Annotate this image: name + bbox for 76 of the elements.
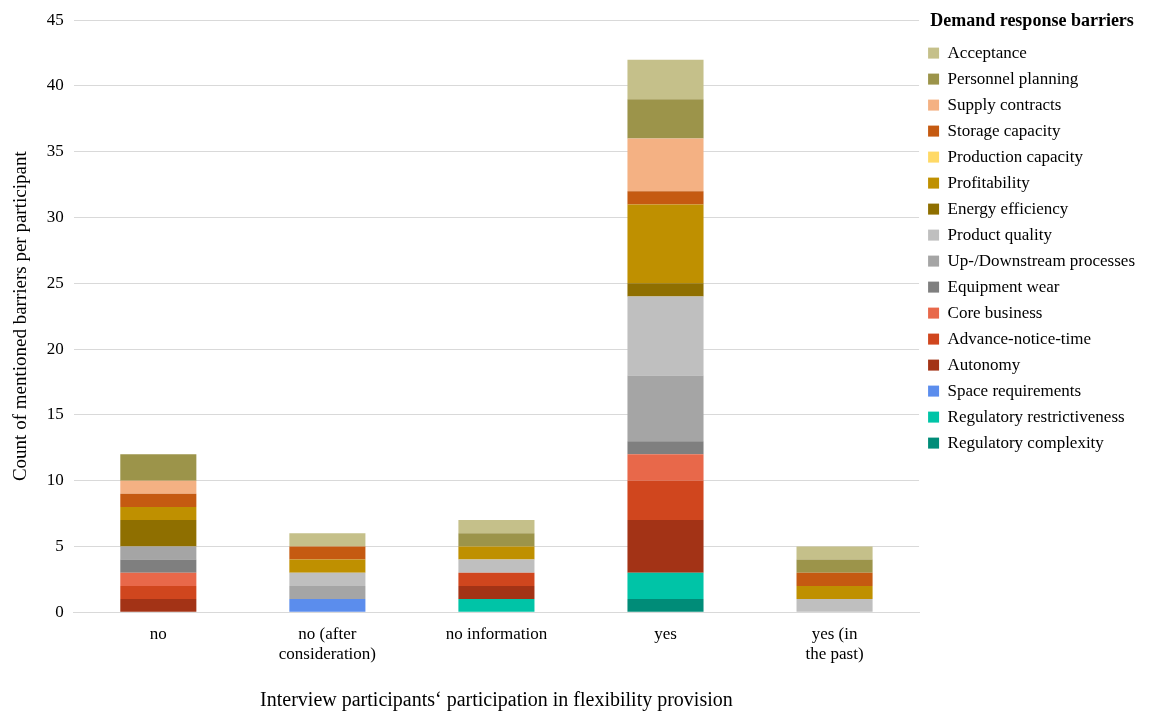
y-tick-label: 20 (46, 338, 64, 358)
bar (289, 572, 366, 586)
bar (627, 191, 704, 205)
y-tick-label: 35 (46, 141, 64, 161)
bar (289, 546, 366, 560)
legend-label: Acceptance (947, 42, 1027, 62)
legend-label: Supply contracts (947, 94, 1062, 114)
legend-label: Equipment wear (947, 276, 1060, 296)
legend-label: Regulatory restrictiveness (947, 406, 1125, 426)
bar (120, 599, 197, 612)
bar (120, 546, 197, 560)
bar (120, 493, 197, 507)
bar (796, 585, 873, 600)
bar (120, 520, 197, 547)
x-tick-label: yes (in the past) (805, 623, 864, 664)
bar (458, 533, 535, 547)
legend-label: Storage capacity (947, 120, 1061, 140)
bar (627, 99, 704, 139)
bar (796, 599, 873, 612)
x-tick-label: no information (445, 623, 548, 643)
bar (289, 585, 366, 600)
x-axis-title: Interview participants‘ participation in flexibility provision (260, 688, 733, 712)
bar (458, 559, 535, 573)
bar (627, 599, 704, 612)
x-tick-label: no (after consideration) (278, 623, 377, 664)
legend-label: Core business (947, 302, 1043, 322)
legend-label: Autonomy (947, 354, 1021, 374)
y-axis-title: Count of mentioned barriers per participant (9, 150, 31, 482)
bar (458, 585, 535, 600)
legend-label: Production capacity (947, 146, 1084, 166)
y-tick-label: 25 (46, 272, 64, 292)
bar (627, 480, 704, 521)
bar (627, 454, 704, 481)
bar (120, 454, 197, 481)
y-tick-label: 45 (46, 9, 64, 29)
x-tick-label: no (149, 623, 167, 643)
bar (627, 572, 704, 600)
bar (120, 480, 197, 494)
bar (796, 559, 873, 573)
bar (627, 520, 704, 573)
legend-label: Product quality (947, 224, 1053, 244)
bar (458, 572, 535, 586)
legend-title: Demand response barriers (930, 9, 1134, 30)
bar (458, 546, 535, 560)
legend-label: Advance-notice-time (947, 328, 1092, 348)
bar (120, 506, 197, 521)
bar (120, 559, 197, 573)
legend-label: Regulatory complexity (947, 432, 1105, 452)
y-tick-label: 5 (55, 535, 64, 555)
legend-label: Personnel planning (947, 68, 1079, 88)
y-tick-label: 15 (46, 404, 64, 424)
legend-label: Energy efficiency (947, 198, 1069, 218)
legend-label: Space requirements (947, 380, 1082, 400)
y-tick-label: 10 (46, 470, 64, 490)
bar (627, 204, 704, 284)
bar (627, 296, 704, 376)
bar (627, 138, 704, 192)
x-tick-label: yes (654, 623, 677, 643)
legend-label: Up-/Downstream processes (947, 250, 1136, 270)
y-tick-label: 40 (46, 75, 64, 95)
bar (627, 375, 704, 442)
bar (120, 572, 197, 586)
bar (120, 585, 197, 600)
bar (458, 520, 535, 534)
bar (458, 599, 535, 612)
bar (627, 441, 704, 455)
bar (796, 572, 873, 586)
bar (627, 283, 704, 297)
bar (289, 559, 366, 573)
y-tick-label: 30 (46, 207, 64, 226)
legend-label: Profitability (947, 172, 1031, 192)
bar (289, 533, 366, 547)
bar (627, 59, 704, 100)
y-tick-label: 0 (55, 601, 64, 621)
bar (289, 599, 366, 612)
bar (796, 546, 873, 560)
